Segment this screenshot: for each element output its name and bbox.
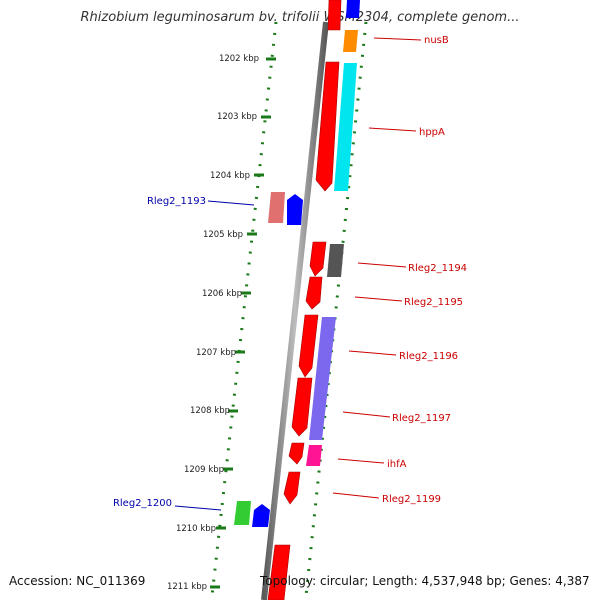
map-title: Rhizobium leguminosarum bv. trifolii WSM… xyxy=(80,10,520,25)
gene-bottom[interactable] xyxy=(267,544,291,600)
feature-ihfA[interactable] xyxy=(306,445,322,466)
scale-label: 1211 kbp xyxy=(167,582,207,592)
gene-ihfA[interactable] xyxy=(288,442,305,465)
scale-label: 1208 kbp xyxy=(190,406,230,416)
gene-label-rleg2-1193: Rleg2_1193 xyxy=(147,196,206,207)
gene-rleg2-1200-a[interactable] xyxy=(234,501,251,525)
genome-backbone xyxy=(261,21,329,600)
gene-label-rleg2-1199: Rleg2_1199 xyxy=(382,494,441,505)
gene-rleg2-1193-b[interactable] xyxy=(287,194,303,225)
gene-features xyxy=(234,0,360,600)
gene-rleg2-1194[interactable] xyxy=(309,241,327,277)
gene-label-hppA: hppA xyxy=(419,127,445,138)
genome-summary: Topology: circular; Length: 4,537,948 bp… xyxy=(260,574,590,588)
gene-label-rleg2-1196: Rleg2_1196 xyxy=(399,351,458,362)
scale-label: 1207 kbp xyxy=(196,348,236,358)
gene-label-rleg2-1195: Rleg2_1195 xyxy=(404,297,463,308)
scale-label: 1209 kbp xyxy=(184,465,224,475)
scale-label: 1210 kbp xyxy=(176,524,216,534)
gene-label-rleg2-1200: Rleg2_1200 xyxy=(113,498,172,509)
gene-label-rleg2-1197: Rleg2_1197 xyxy=(392,413,451,424)
ruler-ticks xyxy=(210,57,276,589)
scale-label: 1206 kbp xyxy=(202,289,242,299)
gene-label-ihfA: ihfA xyxy=(387,459,407,470)
gene-rleg2-1196[interactable] xyxy=(298,314,319,378)
feature-rleg2-1194[interactable] xyxy=(327,244,344,277)
label-leaders-right xyxy=(332,37,422,499)
scale-label: 1203 kbp xyxy=(217,112,257,122)
gene-rleg2-1195[interactable] xyxy=(305,276,323,310)
gene-rleg2-1199[interactable] xyxy=(283,471,301,505)
gene-label-rleg2-1194: Rleg2_1194 xyxy=(408,263,467,274)
scale-label: 1204 kbp xyxy=(210,171,250,181)
gene-rleg2-1200-b[interactable] xyxy=(252,504,270,527)
gene-hppA[interactable] xyxy=(315,61,340,192)
label-leaders-left xyxy=(174,200,255,511)
scale-label: 1205 kbp xyxy=(203,230,243,240)
scale-label: 1202 kbp xyxy=(219,54,259,64)
feature-rleg2-1196[interactable] xyxy=(309,317,336,440)
feature-hppA[interactable] xyxy=(334,63,357,191)
gene-nusB[interactable] xyxy=(327,0,342,31)
gene-label-nusB: nusB xyxy=(424,35,449,46)
feature-nusB[interactable] xyxy=(343,30,358,52)
gene-blue-top[interactable] xyxy=(346,0,360,18)
gene-rleg2-1197[interactable] xyxy=(291,377,313,437)
gene-rleg2-1193-a[interactable] xyxy=(268,192,285,223)
accession-text: Accession: NC_011369 xyxy=(9,574,146,588)
